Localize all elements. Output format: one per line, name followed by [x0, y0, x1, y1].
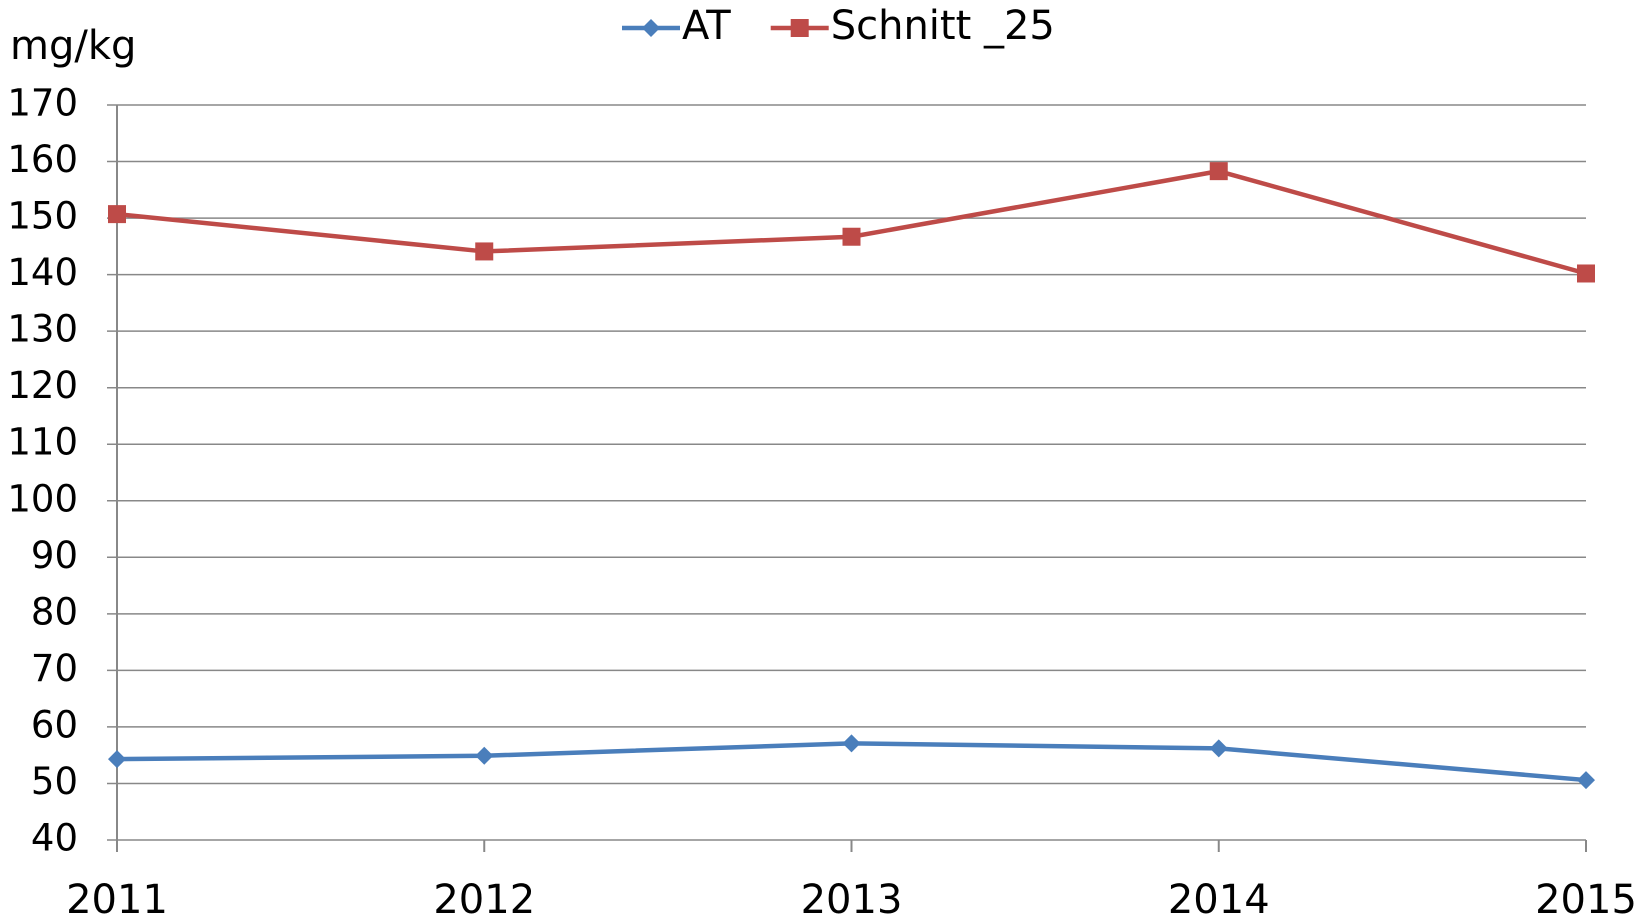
marker [842, 227, 861, 246]
x-tick-label: 2012 [433, 877, 535, 919]
x-tick-label: 2015 [1535, 877, 1637, 919]
marker [108, 205, 126, 224]
x-tick-label: 2011 [66, 877, 168, 919]
marker [1209, 162, 1228, 181]
y-tick-label: 50 [31, 760, 78, 803]
y-tick-label: 150 [7, 195, 78, 238]
legend-label: AT [682, 3, 731, 49]
y-tick-label: 120 [7, 364, 78, 407]
y-tick-label: 40 [31, 817, 78, 860]
marker [475, 242, 494, 261]
y-tick-label: 100 [7, 477, 78, 520]
x-tick-label: 2013 [801, 877, 903, 919]
y-tick-label: 80 [31, 590, 78, 633]
marker [1577, 264, 1595, 283]
marker [842, 734, 861, 753]
legend-label: Schnitt _25 [831, 3, 1055, 49]
y-axis-label: mg/kg [10, 23, 136, 69]
y-tick-label: 70 [31, 647, 78, 690]
marker [1577, 771, 1595, 790]
y-tick-label: 130 [7, 308, 78, 351]
legend-marker [790, 19, 809, 37]
legend-marker [642, 19, 660, 37]
marker [1209, 739, 1228, 758]
y-tick-label: 140 [7, 251, 78, 294]
x-tick-label: 2014 [1168, 877, 1270, 919]
y-tick-label: 160 [7, 138, 78, 181]
marker [475, 746, 494, 765]
series-line [116, 168, 1587, 276]
y-tick-label: 170 [7, 82, 78, 125]
y-tick-label: 90 [31, 534, 78, 577]
y-tick-label: 110 [7, 421, 78, 464]
y-tick-label: 60 [31, 703, 78, 746]
marker [108, 750, 126, 769]
